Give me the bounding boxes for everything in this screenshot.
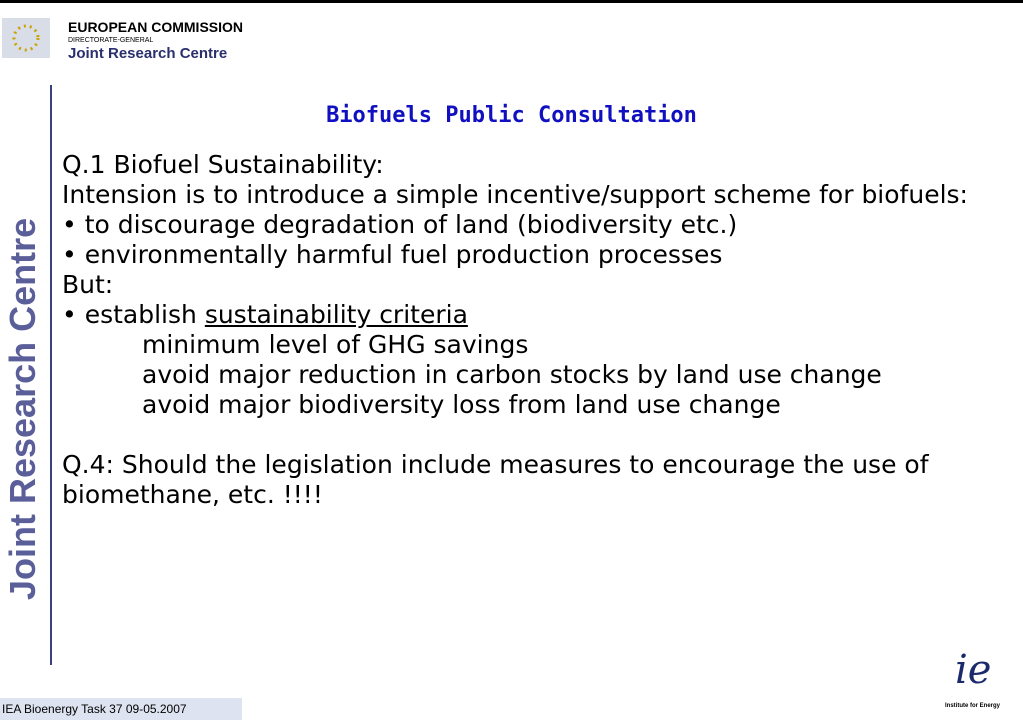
intro: Intension is to introduce a simple incen… [62, 180, 968, 209]
bullet-text: environmentally harmful fuel production … [84, 240, 723, 269]
header-centre: Joint Research Centre [68, 45, 228, 62]
bullet: • establish sustainability criteria [62, 300, 468, 329]
title: Biofuels Public Consultation [326, 103, 697, 128]
footer-text: IEA Bioenergy Task 37 09-05.2007 [0, 698, 242, 720]
criteria-prefix: establish [84, 300, 205, 329]
eu-flag [2, 18, 50, 58]
logo-caption: Institute for Energy [945, 703, 1001, 709]
header-dg: DIRECTORATE-GENERAL [68, 37, 154, 44]
bullet: • environmentally harmful fuel productio… [62, 240, 723, 269]
top-rule [0, 0, 1023, 3]
criteria: sustainability criteria [204, 300, 468, 329]
body: Q.1 Biofuel Sustainability: Intension is… [62, 150, 1012, 510]
bullet: • to discourage degradation of land (bio… [62, 210, 738, 239]
header-org: EUROPEAN COMMISSION [68, 19, 244, 35]
but: But: [62, 270, 114, 299]
side-label: Joint Research Centre [2, 217, 43, 600]
sub-item: minimum level of GHG savings [142, 330, 529, 359]
q4: Q.4: Should the legislation include meas… [62, 450, 929, 509]
sub-item: avoid major biodiversity loss from land … [142, 390, 781, 419]
q1: Q.1 Biofuel Sustainability: [62, 150, 384, 179]
side-rule [50, 85, 52, 665]
sub-item: avoid major reduction in carbon stocks b… [142, 360, 882, 389]
bullet-text: to discourage degradation of land (biodi… [84, 210, 738, 239]
logo: ie [955, 647, 992, 693]
